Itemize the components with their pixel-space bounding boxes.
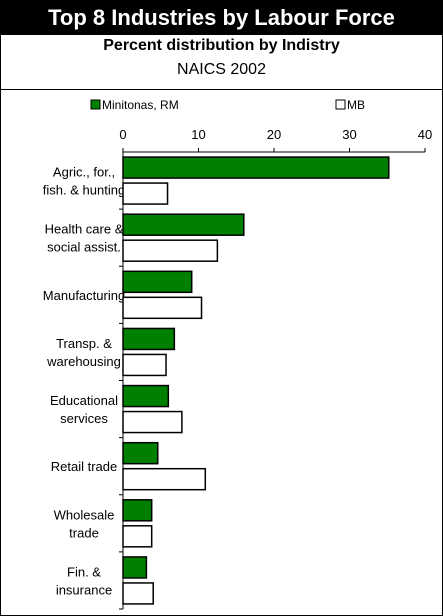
bar-minitonas bbox=[122, 156, 390, 179]
category-label: Manufacturing bbox=[43, 288, 125, 303]
category-label: Agric., for., bbox=[53, 165, 115, 180]
category-label: Fin. & bbox=[67, 564, 101, 579]
bar-mb bbox=[122, 182, 169, 205]
bar-minitonas bbox=[122, 327, 176, 351]
category-label: social assist. bbox=[47, 240, 121, 255]
category-label: Wholesale bbox=[54, 507, 115, 522]
bar-minitonas bbox=[122, 384, 170, 408]
bar-mb bbox=[122, 296, 203, 320]
bar-minitonas bbox=[122, 556, 148, 579]
category-label: services bbox=[60, 411, 108, 426]
bar-mb bbox=[122, 467, 207, 491]
category-label: fish. & hunting bbox=[43, 183, 125, 198]
bar-minitonas bbox=[122, 499, 153, 522]
x-tick-label: 20 bbox=[267, 127, 281, 142]
category-label: Retail trade bbox=[51, 459, 117, 474]
chart-subtitle: Percent distribution by Indistry bbox=[103, 37, 340, 54]
x-tick-label: 40 bbox=[418, 127, 432, 142]
category-label: Transp. & bbox=[56, 336, 112, 351]
category-label: warehousing bbox=[46, 354, 121, 369]
x-tick-label: 10 bbox=[191, 127, 205, 142]
category-label: trade bbox=[69, 525, 99, 540]
legend-label-1: MB bbox=[347, 98, 365, 112]
bar-minitonas bbox=[122, 213, 245, 236]
bar-mb bbox=[122, 582, 154, 605]
category-label: insurance bbox=[56, 582, 112, 597]
bar-mb bbox=[122, 353, 167, 377]
legend-label-0: Minitonas, RM bbox=[102, 98, 179, 112]
bar-minitonas bbox=[122, 441, 159, 465]
category-label: Educational bbox=[50, 393, 118, 408]
bar-mb bbox=[122, 525, 153, 548]
x-tick-label: 30 bbox=[342, 127, 356, 142]
legend-swatch-1 bbox=[335, 99, 346, 110]
bar-minitonas bbox=[122, 270, 193, 294]
header-divider bbox=[1, 89, 442, 90]
bar-mb bbox=[122, 410, 183, 434]
x-tick-label: 0 bbox=[119, 127, 126, 142]
chart-subtitle-classification: NAICS 2002 bbox=[177, 61, 266, 78]
category-label: Health care & bbox=[45, 222, 124, 237]
bar-mb bbox=[122, 239, 219, 262]
legend-swatch-0 bbox=[90, 99, 101, 110]
chart-title: Top 8 Industries by Labour Force bbox=[1, 1, 442, 35]
